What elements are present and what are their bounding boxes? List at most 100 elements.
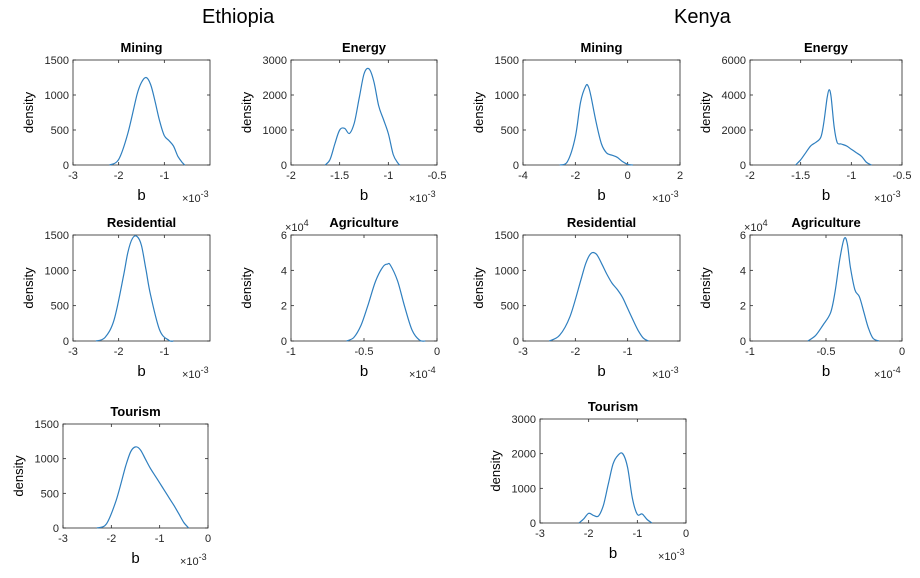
y-axis-label: density: [698, 91, 713, 133]
y-tick-label: 500: [41, 488, 59, 500]
x-exponent-base: ×10: [652, 369, 671, 381]
density-curve: [559, 83, 633, 166]
x-exponent: ×10-3: [409, 189, 436, 205]
y-tick-label: 0: [740, 160, 746, 172]
x-tick-label: -1: [159, 170, 169, 182]
y-axis-label: density: [21, 267, 36, 309]
subplot-title: Residential: [107, 215, 176, 230]
x-tick-label: 0: [899, 346, 905, 358]
x-exponent-power: -4: [893, 365, 901, 375]
x-tick-label: -1: [632, 528, 642, 540]
subplot-6: Mining -4 -2 0 2 0 500 1000 1500 density b ×10-3: [471, 40, 683, 205]
x-tick-label: -3: [535, 528, 545, 540]
x-axis-label: b: [822, 187, 830, 204]
x-exponent-base: ×10: [652, 193, 671, 205]
x-exponent: ×10-3: [874, 189, 901, 205]
x-exponent-base: ×10: [409, 369, 428, 381]
x-tick-label: 0: [205, 533, 211, 545]
subplot-title: Energy: [804, 40, 849, 55]
country-title-ethiopia: Ethiopia: [202, 6, 275, 28]
x-tick-label: -3: [68, 346, 78, 358]
x-exponent-power: -4: [428, 365, 436, 375]
y-tick-label: 2000: [512, 449, 536, 461]
x-exponent-base: ×10: [182, 193, 201, 205]
y-tick-label: 2: [281, 301, 287, 313]
y-axis-label: density: [488, 450, 503, 492]
y-tick-label: 4: [740, 265, 746, 277]
y-tick-label: 4: [281, 265, 287, 277]
x-tick-label: -1: [286, 346, 296, 358]
y-tick-label: 2: [740, 301, 746, 313]
x-exponent-power: -3: [893, 189, 901, 199]
y-axis-label: density: [698, 267, 713, 309]
y-tick-label: 1000: [45, 265, 69, 277]
subplot-title: Tourism: [110, 404, 160, 419]
x-tick-label: -0.5: [893, 170, 912, 182]
x-tick-label: -1.5: [330, 170, 349, 182]
y-tick-label: 1000: [35, 454, 59, 466]
y-tick-label: 1000: [495, 265, 519, 277]
density-curve: [96, 446, 190, 529]
x-exponent: ×10-3: [652, 365, 679, 381]
y-axis-label: density: [239, 91, 254, 133]
subplot-7: Energy -2 -1.5 -1 -0.5 0 2000 4000 6000 density b ×…: [698, 40, 911, 205]
density-curve: [324, 67, 401, 166]
axes-box: [290, 59, 438, 166]
x-exponent-base: ×10: [874, 369, 893, 381]
x-axis-label: b: [597, 363, 605, 380]
y-tick-label: 6000: [722, 55, 746, 67]
y-tick-label: 500: [51, 125, 69, 137]
y-axis-label: density: [471, 91, 486, 133]
y-tick-label: 3000: [263, 55, 287, 67]
y-tick-label: 1000: [495, 90, 519, 102]
density-curve: [795, 89, 872, 166]
axes-box: [749, 59, 903, 166]
y-tick-label: 0: [281, 160, 287, 172]
x-exponent: ×10-4: [409, 365, 436, 381]
x-axis-label: b: [360, 187, 368, 204]
density-curve: [95, 235, 174, 342]
x-tick-label: -1: [159, 346, 169, 358]
x-exponent: ×10-3: [180, 552, 207, 568]
x-tick-label: -0.5: [817, 346, 836, 358]
y-tick-label: 1500: [35, 419, 59, 431]
density-curve: [109, 76, 186, 166]
y-tick-label: 2000: [722, 125, 746, 137]
y-axis-label: density: [239, 267, 254, 309]
axes-box: [290, 234, 438, 342]
y-tick-label: 500: [51, 301, 69, 313]
x-tick-label: 2: [677, 170, 683, 182]
y-exponent-power: 4: [304, 218, 309, 228]
x-tick-label: -2: [286, 170, 296, 182]
x-exponent: ×10-3: [652, 189, 679, 205]
y-axis-label: density: [471, 267, 486, 309]
y-tick-label: 1000: [263, 125, 287, 137]
x-exponent-power: -3: [671, 189, 679, 199]
x-tick-label: -2: [106, 533, 116, 545]
x-axis-label: b: [609, 545, 617, 562]
axes-box: [749, 234, 903, 342]
x-tick-label: -0.5: [355, 346, 374, 358]
y-tick-label: 0: [63, 160, 69, 172]
axes-box: [72, 234, 211, 342]
x-exponent-base: ×10: [658, 551, 677, 563]
x-axis-label: b: [137, 187, 145, 204]
x-tick-label: 0: [434, 346, 440, 358]
x-tick-label: -1: [623, 346, 633, 358]
x-exponent-power: -3: [201, 365, 209, 375]
x-tick-label: -3: [68, 170, 78, 182]
density-curve: [548, 251, 649, 342]
x-axis-label: b: [597, 187, 605, 204]
x-exponent-power: -3: [199, 552, 207, 562]
y-tick-label: 500: [501, 301, 519, 313]
y-tick-label: 1500: [45, 230, 69, 242]
y-tick-label: 2000: [263, 90, 287, 102]
x-tick-label: -2: [114, 346, 124, 358]
subplot-title: Mining: [581, 40, 623, 55]
x-tick-label: 0: [625, 170, 631, 182]
